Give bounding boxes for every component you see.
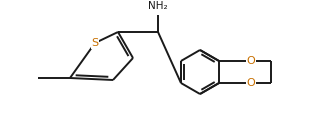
Text: O: O <box>247 56 256 66</box>
Text: O: O <box>247 78 256 88</box>
Text: NH₂: NH₂ <box>148 1 168 11</box>
Text: S: S <box>91 38 99 48</box>
